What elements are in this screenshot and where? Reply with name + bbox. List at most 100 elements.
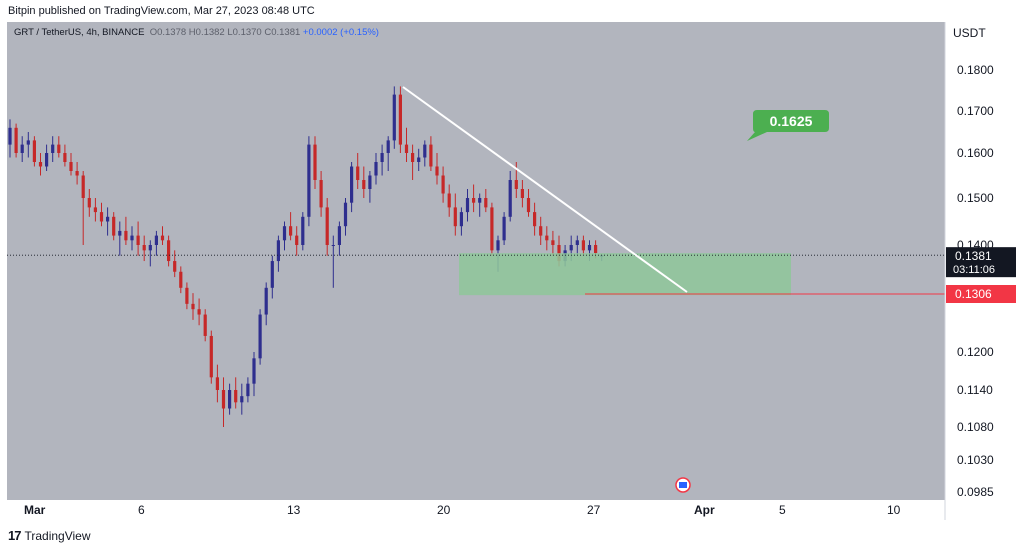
current-price-bg: [946, 247, 1016, 278]
candle: [508, 171, 512, 222]
y-tick-label: 0.1030: [957, 453, 994, 467]
candle: [63, 144, 67, 167]
candle-body: [258, 314, 262, 359]
candle-body: [569, 245, 573, 251]
candle-body: [453, 207, 457, 227]
candle: [203, 309, 207, 342]
candle: [14, 123, 18, 158]
candle: [130, 226, 134, 251]
candle: [57, 136, 61, 158]
candle-body: [246, 383, 250, 397]
candle: [276, 235, 280, 272]
candle-body: [14, 127, 18, 153]
candle-body: [478, 198, 482, 203]
candle-body: [20, 144, 24, 153]
axis-layer: 0.18000.17000.16000.15000.14000.12000.11…: [7, 22, 1017, 520]
candle-body: [179, 271, 183, 288]
candle-body: [160, 235, 165, 241]
candle: [478, 193, 482, 217]
candle: [545, 226, 549, 251]
candle: [343, 198, 348, 236]
candle: [38, 153, 43, 176]
candle: [75, 162, 79, 185]
x-tick-label: 27: [587, 503, 601, 517]
candle-body: [112, 216, 116, 236]
candle-body: [270, 261, 274, 288]
ohlc-low: L0.1370: [227, 27, 262, 38]
candle-body: [551, 240, 555, 245]
candle: [20, 136, 24, 162]
candle: [368, 171, 372, 203]
candle-body: [581, 240, 585, 251]
candle-body: [417, 157, 421, 162]
candle-body: [228, 390, 232, 409]
candle-body: [539, 226, 543, 236]
candle: [429, 136, 433, 171]
candle-body: [106, 216, 110, 222]
candle-body: [173, 261, 177, 272]
candle-body: [45, 153, 49, 167]
candle: [350, 162, 354, 213]
y-tick-label: 0.1800: [957, 63, 994, 77]
candle-body: [154, 235, 158, 245]
candle: [319, 171, 323, 217]
ohlc-change: +0.0002 (+0.15%): [302, 27, 379, 38]
candle: [404, 127, 409, 162]
candle: [246, 377, 250, 403]
candle-body: [447, 193, 451, 208]
candle: [331, 235, 335, 288]
candle-body: [203, 314, 207, 336]
candle-body: [81, 175, 85, 198]
candle: [106, 207, 110, 236]
candle-body: [252, 358, 256, 384]
candle: [252, 352, 256, 397]
symbol-legend: GRT / TetherUS, 4h, BINANCE O0.1378 H0.1…: [14, 27, 379, 38]
candle: [289, 212, 293, 241]
support-price-text: 0.1306: [955, 287, 992, 301]
candle: [465, 189, 470, 222]
candle: [295, 226, 299, 256]
candle: [160, 226, 165, 245]
candle: [374, 153, 378, 185]
candle: [539, 216, 543, 245]
candle: [490, 202, 494, 256]
demand-zone: [459, 253, 791, 296]
candle: [325, 198, 329, 256]
candle-body: [502, 216, 506, 241]
candle: [240, 383, 244, 415]
candle-body: [264, 287, 268, 315]
candle: [209, 330, 213, 384]
candle: [148, 240, 152, 267]
ohlc-high: H0.1382: [188, 27, 225, 38]
x-tick-label: 20: [437, 503, 451, 517]
candle-body: [38, 162, 43, 167]
tradingview-brand: TradingView: [24, 529, 91, 543]
candle-body: [514, 180, 518, 189]
candle: [258, 309, 262, 365]
time-axis-panel: [7, 500, 945, 520]
candle-body: [472, 198, 476, 203]
candle: [581, 235, 585, 256]
candle-body: [136, 235, 140, 245]
candle: [484, 189, 488, 213]
candle-body: [587, 245, 592, 251]
candle: [93, 198, 97, 222]
candle-body: [26, 140, 30, 145]
x-tick-label: Mar: [24, 503, 46, 517]
candle: [551, 230, 555, 256]
candle: [337, 221, 341, 256]
candle: [99, 202, 104, 227]
candle-body: [301, 216, 305, 245]
price-chart[interactable]: 0.1625 0.18000.17000.16000.15000.14000.1…: [7, 22, 1017, 520]
y-tick-label: 0.1140: [957, 383, 993, 397]
x-tick-label: 6: [138, 503, 145, 517]
candle-body: [526, 198, 531, 213]
candle: [386, 136, 390, 171]
candle: [45, 144, 49, 171]
countdown-text: 03:11:06: [953, 264, 995, 276]
y-tick-label: 0.1700: [957, 104, 994, 118]
overlay-layer: 0.1625: [7, 86, 945, 296]
candle: [26, 132, 30, 158]
tradingview-footer[interactable]: 17 TradingView: [0, 524, 308, 548]
